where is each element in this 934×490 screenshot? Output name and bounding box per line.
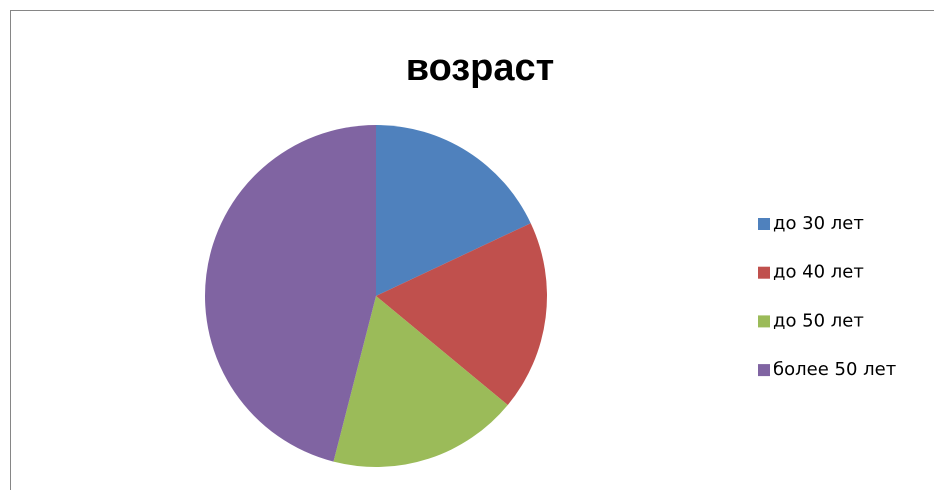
pie-slice (333, 296, 508, 467)
legend-text: до 30 лет (773, 213, 864, 234)
pie-slice (376, 223, 547, 405)
legend-text: до 50 лет (773, 310, 864, 331)
legend-text: до 40 лет (773, 262, 864, 283)
legend-swatch (758, 266, 770, 279)
pie-slice (376, 125, 531, 296)
pie-slice (204, 125, 376, 462)
legend-swatch (758, 364, 770, 377)
legend-swatch (758, 218, 770, 230)
legend-swatch (758, 315, 770, 328)
chart-title: возраст (406, 47, 555, 89)
legend-text: более 50 лет (773, 359, 896, 380)
